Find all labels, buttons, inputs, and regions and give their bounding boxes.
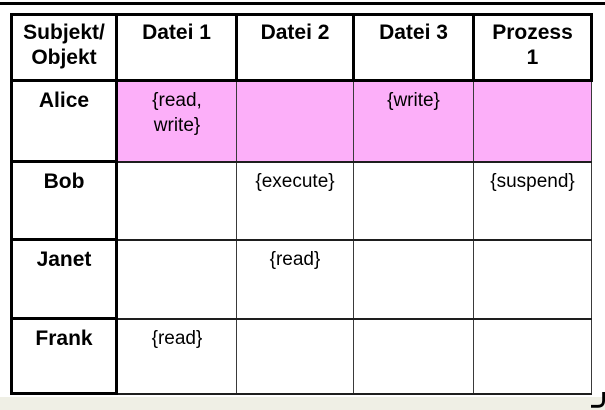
permission-cell-janet-datei-2: {read} (236, 238, 354, 320)
column-header-subject-object: Subjekt/ Objekt (10, 13, 118, 82)
permission-cell-frank-datei-3 (353, 317, 474, 395)
column-header-datei-1: Datei 1 (115, 13, 238, 82)
subject-label-bob: Bob (10, 160, 118, 241)
permission-cell-bob-datei-1 (116, 160, 237, 241)
permission-cell-bob-prozess-1: {suspend} (473, 160, 592, 241)
permission-cell-frank-prozess-1 (473, 317, 592, 395)
permission-cell-janet-datei-1 (116, 238, 237, 320)
permission-cell-frank-datei-1: {read} (116, 317, 237, 395)
table-row-frank: Frank {read} (10, 317, 592, 395)
permission-cell-alice-datei-2 (236, 79, 354, 163)
permission-cell-frank-datei-2 (236, 317, 354, 395)
permission-cell-alice-datei-1: {read, write} (116, 79, 237, 163)
table-row-bob: Bob {execute} {suspend} (10, 160, 592, 241)
permission-cell-janet-datei-3 (353, 238, 474, 320)
permission-cell-bob-datei-2: {execute} (236, 160, 354, 241)
column-header-prozess-1: Prozess 1 (472, 13, 593, 82)
subject-label-frank: Frank (10, 317, 118, 395)
permission-cell-alice-datei-3: {write} (353, 79, 474, 163)
top-horizontal-rule (0, 2, 605, 5)
subject-label-alice: Alice (10, 79, 118, 163)
column-header-datei-3: Datei 3 (352, 13, 475, 82)
column-header-datei-2: Datei 2 (235, 13, 355, 82)
subject-label-janet: Janet (10, 238, 118, 320)
permission-cell-janet-prozess-1 (473, 238, 592, 320)
header-row: Subjekt/ Objekt Datei 1 Datei 2 Datei 3 … (10, 13, 593, 82)
permission-cell-bob-datei-3 (353, 160, 474, 241)
table-row-alice: Alice {read, write} {write} (10, 79, 592, 163)
permission-cell-alice-prozess-1 (473, 79, 592, 163)
table-row-janet: Janet {read} (10, 238, 592, 320)
access-control-matrix-table: Subjekt/ Objekt Datei 1 Datei 2 Datei 3 … (10, 13, 593, 395)
clipped-rounded-corner-icon (591, 392, 605, 408)
bottom-strip (0, 397, 605, 410)
